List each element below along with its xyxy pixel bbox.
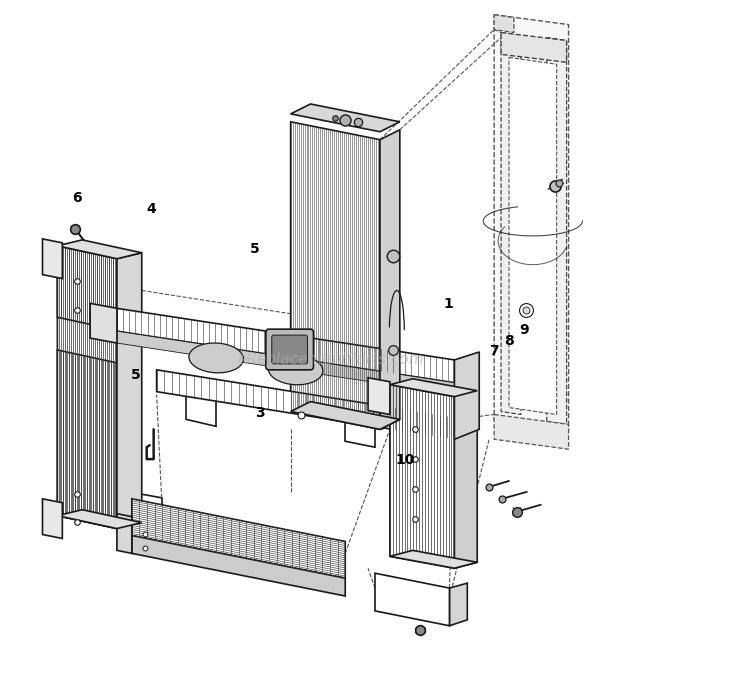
Polygon shape: [501, 33, 521, 415]
Text: 8: 8: [504, 334, 514, 348]
Polygon shape: [390, 385, 454, 568]
Polygon shape: [454, 391, 477, 568]
Text: 10: 10: [395, 453, 415, 467]
Text: 9: 9: [519, 322, 529, 336]
Polygon shape: [291, 401, 400, 429]
Polygon shape: [57, 246, 117, 528]
Polygon shape: [157, 370, 454, 439]
Polygon shape: [509, 57, 556, 415]
Polygon shape: [132, 535, 345, 596]
Polygon shape: [117, 253, 142, 528]
Polygon shape: [454, 352, 479, 439]
Ellipse shape: [268, 355, 322, 385]
Polygon shape: [494, 415, 568, 450]
Polygon shape: [57, 350, 117, 528]
Text: eReplacementParts.com: eReplacementParts.com: [237, 352, 424, 367]
Polygon shape: [380, 130, 400, 429]
Polygon shape: [291, 122, 380, 429]
Polygon shape: [494, 15, 514, 33]
Polygon shape: [117, 331, 454, 394]
Text: 1: 1: [443, 297, 453, 311]
Polygon shape: [117, 514, 132, 554]
Polygon shape: [501, 33, 566, 62]
Text: 5: 5: [130, 369, 140, 383]
FancyBboxPatch shape: [266, 329, 314, 370]
Polygon shape: [117, 309, 454, 383]
Text: 4: 4: [147, 202, 157, 216]
Ellipse shape: [189, 343, 244, 373]
Text: 3: 3: [255, 406, 265, 419]
Text: 5: 5: [250, 242, 259, 255]
Polygon shape: [390, 551, 477, 568]
Polygon shape: [57, 240, 142, 259]
Text: 6: 6: [73, 191, 82, 205]
FancyBboxPatch shape: [272, 335, 308, 364]
Polygon shape: [547, 38, 566, 424]
Polygon shape: [494, 15, 568, 429]
Polygon shape: [368, 378, 390, 415]
Polygon shape: [90, 304, 117, 343]
Polygon shape: [43, 239, 62, 279]
Polygon shape: [449, 583, 467, 626]
Polygon shape: [57, 246, 117, 330]
Polygon shape: [43, 499, 62, 538]
Text: 7: 7: [489, 344, 499, 358]
Polygon shape: [57, 510, 142, 528]
Polygon shape: [132, 499, 345, 578]
Polygon shape: [291, 104, 400, 132]
Polygon shape: [375, 573, 449, 626]
Polygon shape: [390, 379, 477, 396]
